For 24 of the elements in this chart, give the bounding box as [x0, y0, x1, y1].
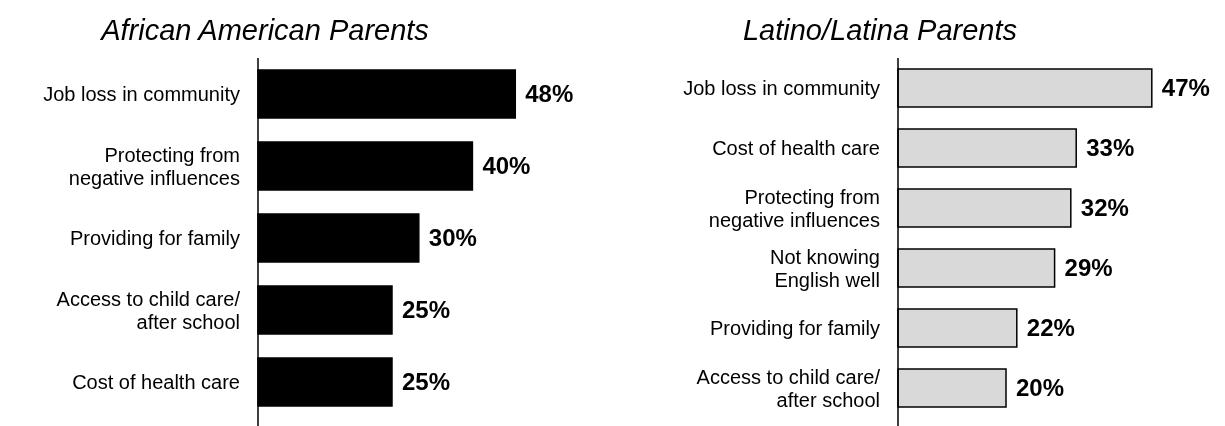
- data-label: 47%: [1161, 74, 1210, 102]
- y-tick-label: Providing for family: [709, 317, 880, 339]
- data-label: 20%: [1016, 374, 1065, 402]
- data-label: 48%: [525, 80, 574, 108]
- y-tick-label: Job loss in community: [683, 77, 880, 99]
- y-tick-label: Protecting from negative influences: [68, 143, 240, 189]
- y-tick-label: Providing for family: [69, 227, 240, 249]
- y-tick-label: Protecting from negative influences: [708, 185, 880, 231]
- y-tick-label: Not knowing English well: [769, 245, 880, 291]
- data-label: 33%: [1086, 134, 1135, 162]
- data-label: 22%: [1026, 314, 1075, 342]
- y-tick-label: Access to child care/ after school: [56, 287, 241, 333]
- data-label: 29%: [1064, 254, 1113, 282]
- y-tick-label: Cost of health care: [712, 137, 880, 159]
- data-label: 32%: [1080, 194, 1129, 222]
- data-label: 25%: [402, 368, 451, 396]
- data-label: 30%: [428, 224, 477, 252]
- y-tick-label: Job loss in community: [43, 83, 240, 105]
- y-tick-label: Cost of health care: [72, 371, 240, 393]
- chart-title: African American Parents: [99, 14, 429, 46]
- data-label: 25%: [402, 296, 451, 324]
- y-tick-label: Access to child care/ after school: [696, 365, 881, 411]
- chart-title: Latino/Latina Parents: [742, 14, 1018, 46]
- data-label: 40%: [482, 152, 531, 180]
